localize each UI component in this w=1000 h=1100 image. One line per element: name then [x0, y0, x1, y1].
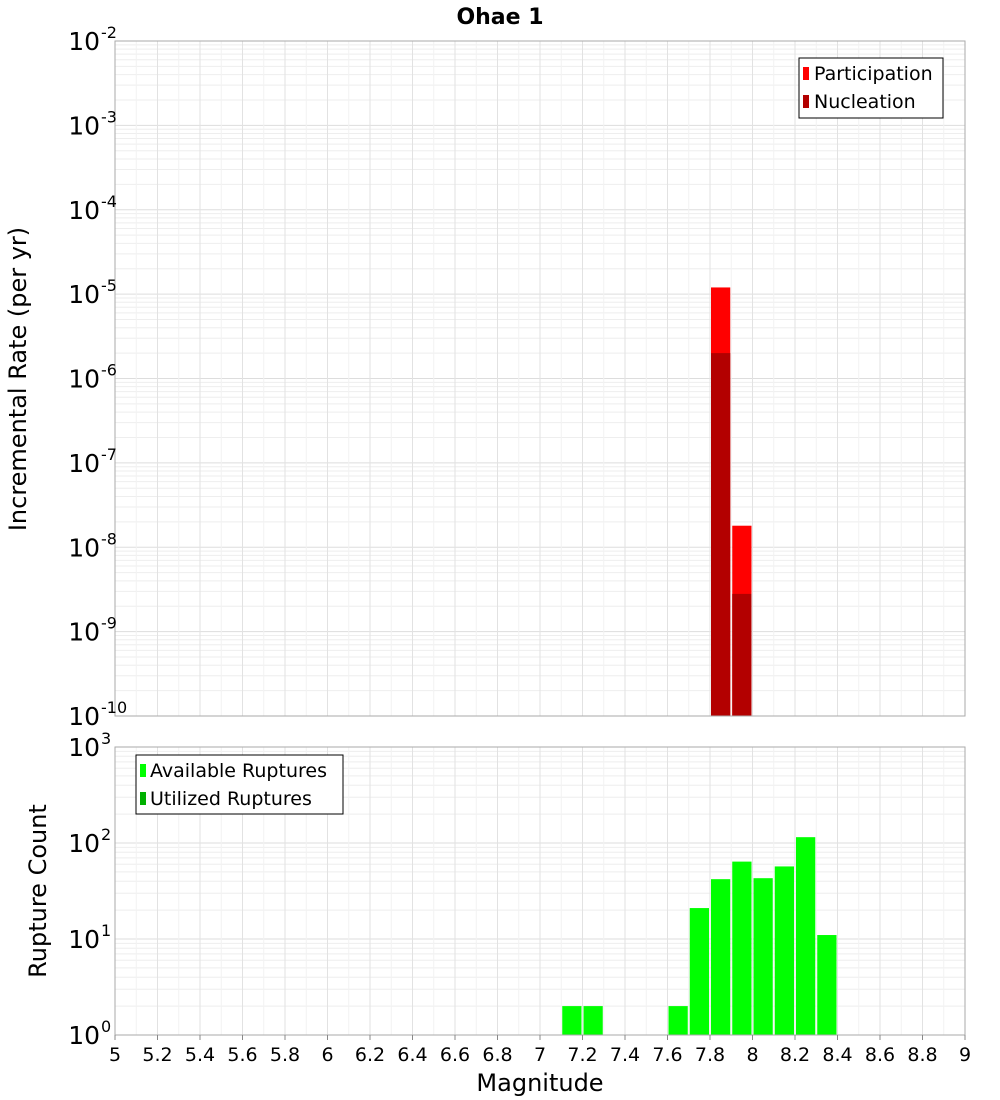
top-y-tick-label: 10 — [68, 196, 100, 225]
top-y-ticks: 10-210-310-410-510-610-710-810-910-10 — [68, 23, 127, 731]
top-grid — [114, 41, 966, 717]
bottom-bar-available-ruptures — [817, 935, 837, 1035]
top-plot-frame — [114, 40, 966, 717]
legend-label-utilized: Utilized Ruptures — [150, 788, 312, 810]
x-tick-label: 6.6 — [440, 1044, 470, 1066]
x-tick-label: 7.6 — [652, 1044, 682, 1066]
top-y-tick-exponent: -10 — [101, 698, 127, 717]
top-y-tick-exponent: -7 — [101, 445, 117, 464]
top-y-tick-label: 10 — [68, 111, 100, 140]
bottom-bar-available-ruptures — [668, 1006, 688, 1035]
bottom-legend: Available Ruptures Utilized Ruptures — [135, 754, 344, 815]
top-legend-box — [798, 57, 944, 119]
top-bars — [711, 287, 752, 716]
bottom-bar-available-ruptures — [711, 879, 731, 1035]
top-y-axis-label: Incremental Rate (per yr) — [4, 227, 32, 531]
top-y-tick-exponent: -2 — [101, 23, 117, 42]
bottom-bar-available-ruptures — [732, 861, 752, 1035]
top-y-tick-label: 10 — [68, 27, 100, 56]
bottom-y-tick-exponent: 3 — [101, 729, 111, 748]
bottom-y-tick-exponent: 1 — [101, 921, 111, 940]
bottom-y-tick-exponent: 0 — [101, 1017, 111, 1036]
top-y-tick-label: 10 — [68, 702, 100, 731]
top-y-tick-label: 10 — [68, 280, 100, 309]
top-y-tick-exponent: -9 — [101, 614, 117, 633]
bottom-y-tick-label: 10 — [68, 733, 100, 762]
bottom-bars — [562, 837, 837, 1035]
top-bar-nucleation — [711, 353, 731, 716]
x-tick-label: 5 — [109, 1044, 121, 1066]
top-y-tick-exponent: -4 — [101, 192, 117, 211]
top-y-tick-exponent: -5 — [101, 276, 117, 295]
x-tick-label: 7.2 — [567, 1044, 597, 1066]
top-y-tick-exponent: -8 — [101, 529, 117, 548]
x-ticks: 5 5.2 5.4 5.6 5.8 6 6.2 6.4 6.6 6.8 7 7.2 7.4 7.6 7.8 8… — [109, 1035, 971, 1066]
bottom-bar-available-ruptures — [583, 1006, 603, 1035]
bottom-legend-box — [135, 754, 344, 815]
legend-swatch-nucleation — [803, 95, 809, 108]
bottom-y-tick-label: 10 — [68, 829, 100, 858]
x-tick-label: 6.8 — [482, 1044, 512, 1066]
legend-swatch-utilized — [140, 792, 146, 805]
legend-label-available: Available Ruptures — [150, 760, 327, 782]
x-tick-label: 7.8 — [695, 1044, 725, 1066]
bottom-y-tick-label: 10 — [68, 925, 100, 954]
x-tick-label: 5.6 — [227, 1044, 257, 1066]
x-tick-label: 5.2 — [142, 1044, 172, 1066]
bottom-bar-available-ruptures — [774, 866, 794, 1035]
x-tick-label: 6.4 — [397, 1044, 427, 1066]
bottom-y-tick-label: 10 — [68, 1021, 100, 1050]
x-tick-label: 7.4 — [610, 1044, 640, 1066]
legend-label-participation: Participation — [814, 63, 933, 85]
top-y-tick-label: 10 — [68, 618, 100, 647]
x-tick-label: 8.6 — [865, 1044, 895, 1066]
x-tick-label: 6 — [321, 1044, 333, 1066]
top-y-tick-label: 10 — [68, 533, 100, 562]
bottom-bar-available-ruptures — [753, 878, 773, 1035]
x-tick-label: 9 — [959, 1044, 971, 1066]
bottom-y-tick-exponent: 2 — [101, 825, 111, 844]
x-tick-label: 5.8 — [270, 1044, 300, 1066]
bottom-bar-available-ruptures — [796, 837, 816, 1035]
x-tick-label: 5.4 — [185, 1044, 215, 1066]
top-legend: Participation Nucleation — [798, 57, 944, 119]
bottom-y-axis-label: Rupture Count — [24, 804, 52, 978]
bottom-bar-available-ruptures — [562, 1006, 582, 1035]
legend-swatch-participation — [803, 67, 809, 80]
x-tick-label: 8.4 — [822, 1044, 852, 1066]
x-tick-label: 6.2 — [355, 1044, 385, 1066]
top-y-tick-exponent: -3 — [101, 107, 117, 126]
x-tick-label: 8 — [746, 1044, 758, 1066]
x-axis-label: Magnitude — [476, 1069, 603, 1097]
x-tick-label: 7 — [534, 1044, 546, 1066]
top-y-tick-label: 10 — [68, 449, 100, 478]
x-tick-label: 8.8 — [907, 1044, 937, 1066]
legend-swatch-available — [140, 764, 146, 777]
top-y-tick-label: 10 — [68, 365, 100, 394]
bottom-bar-available-ruptures — [689, 908, 709, 1035]
top-y-tick-exponent: -6 — [101, 361, 117, 380]
x-tick-label: 8.2 — [780, 1044, 810, 1066]
legend-label-nucleation: Nucleation — [814, 91, 916, 113]
top-bar-nucleation — [732, 593, 752, 716]
chart-title: Ohae 1 — [456, 5, 543, 30]
